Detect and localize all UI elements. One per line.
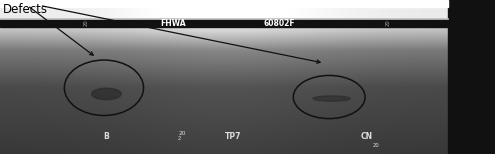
Bar <box>0 19 448 27</box>
Ellipse shape <box>92 88 121 100</box>
Text: 20: 20 <box>178 131 186 136</box>
Bar <box>448 0 495 154</box>
Text: TP7: TP7 <box>224 132 241 141</box>
Text: 60802F: 60802F <box>264 19 296 28</box>
Text: 2: 2 <box>178 136 181 141</box>
Text: B: B <box>103 132 109 141</box>
Text: Defects: Defects <box>2 3 48 16</box>
Bar <box>0 0 448 7</box>
Text: 20: 20 <box>386 20 391 26</box>
Text: FHWA: FHWA <box>160 19 186 28</box>
Text: CN: CN <box>360 132 372 141</box>
Ellipse shape <box>313 96 350 101</box>
Text: 20: 20 <box>373 143 380 148</box>
Text: 20: 20 <box>84 20 89 26</box>
